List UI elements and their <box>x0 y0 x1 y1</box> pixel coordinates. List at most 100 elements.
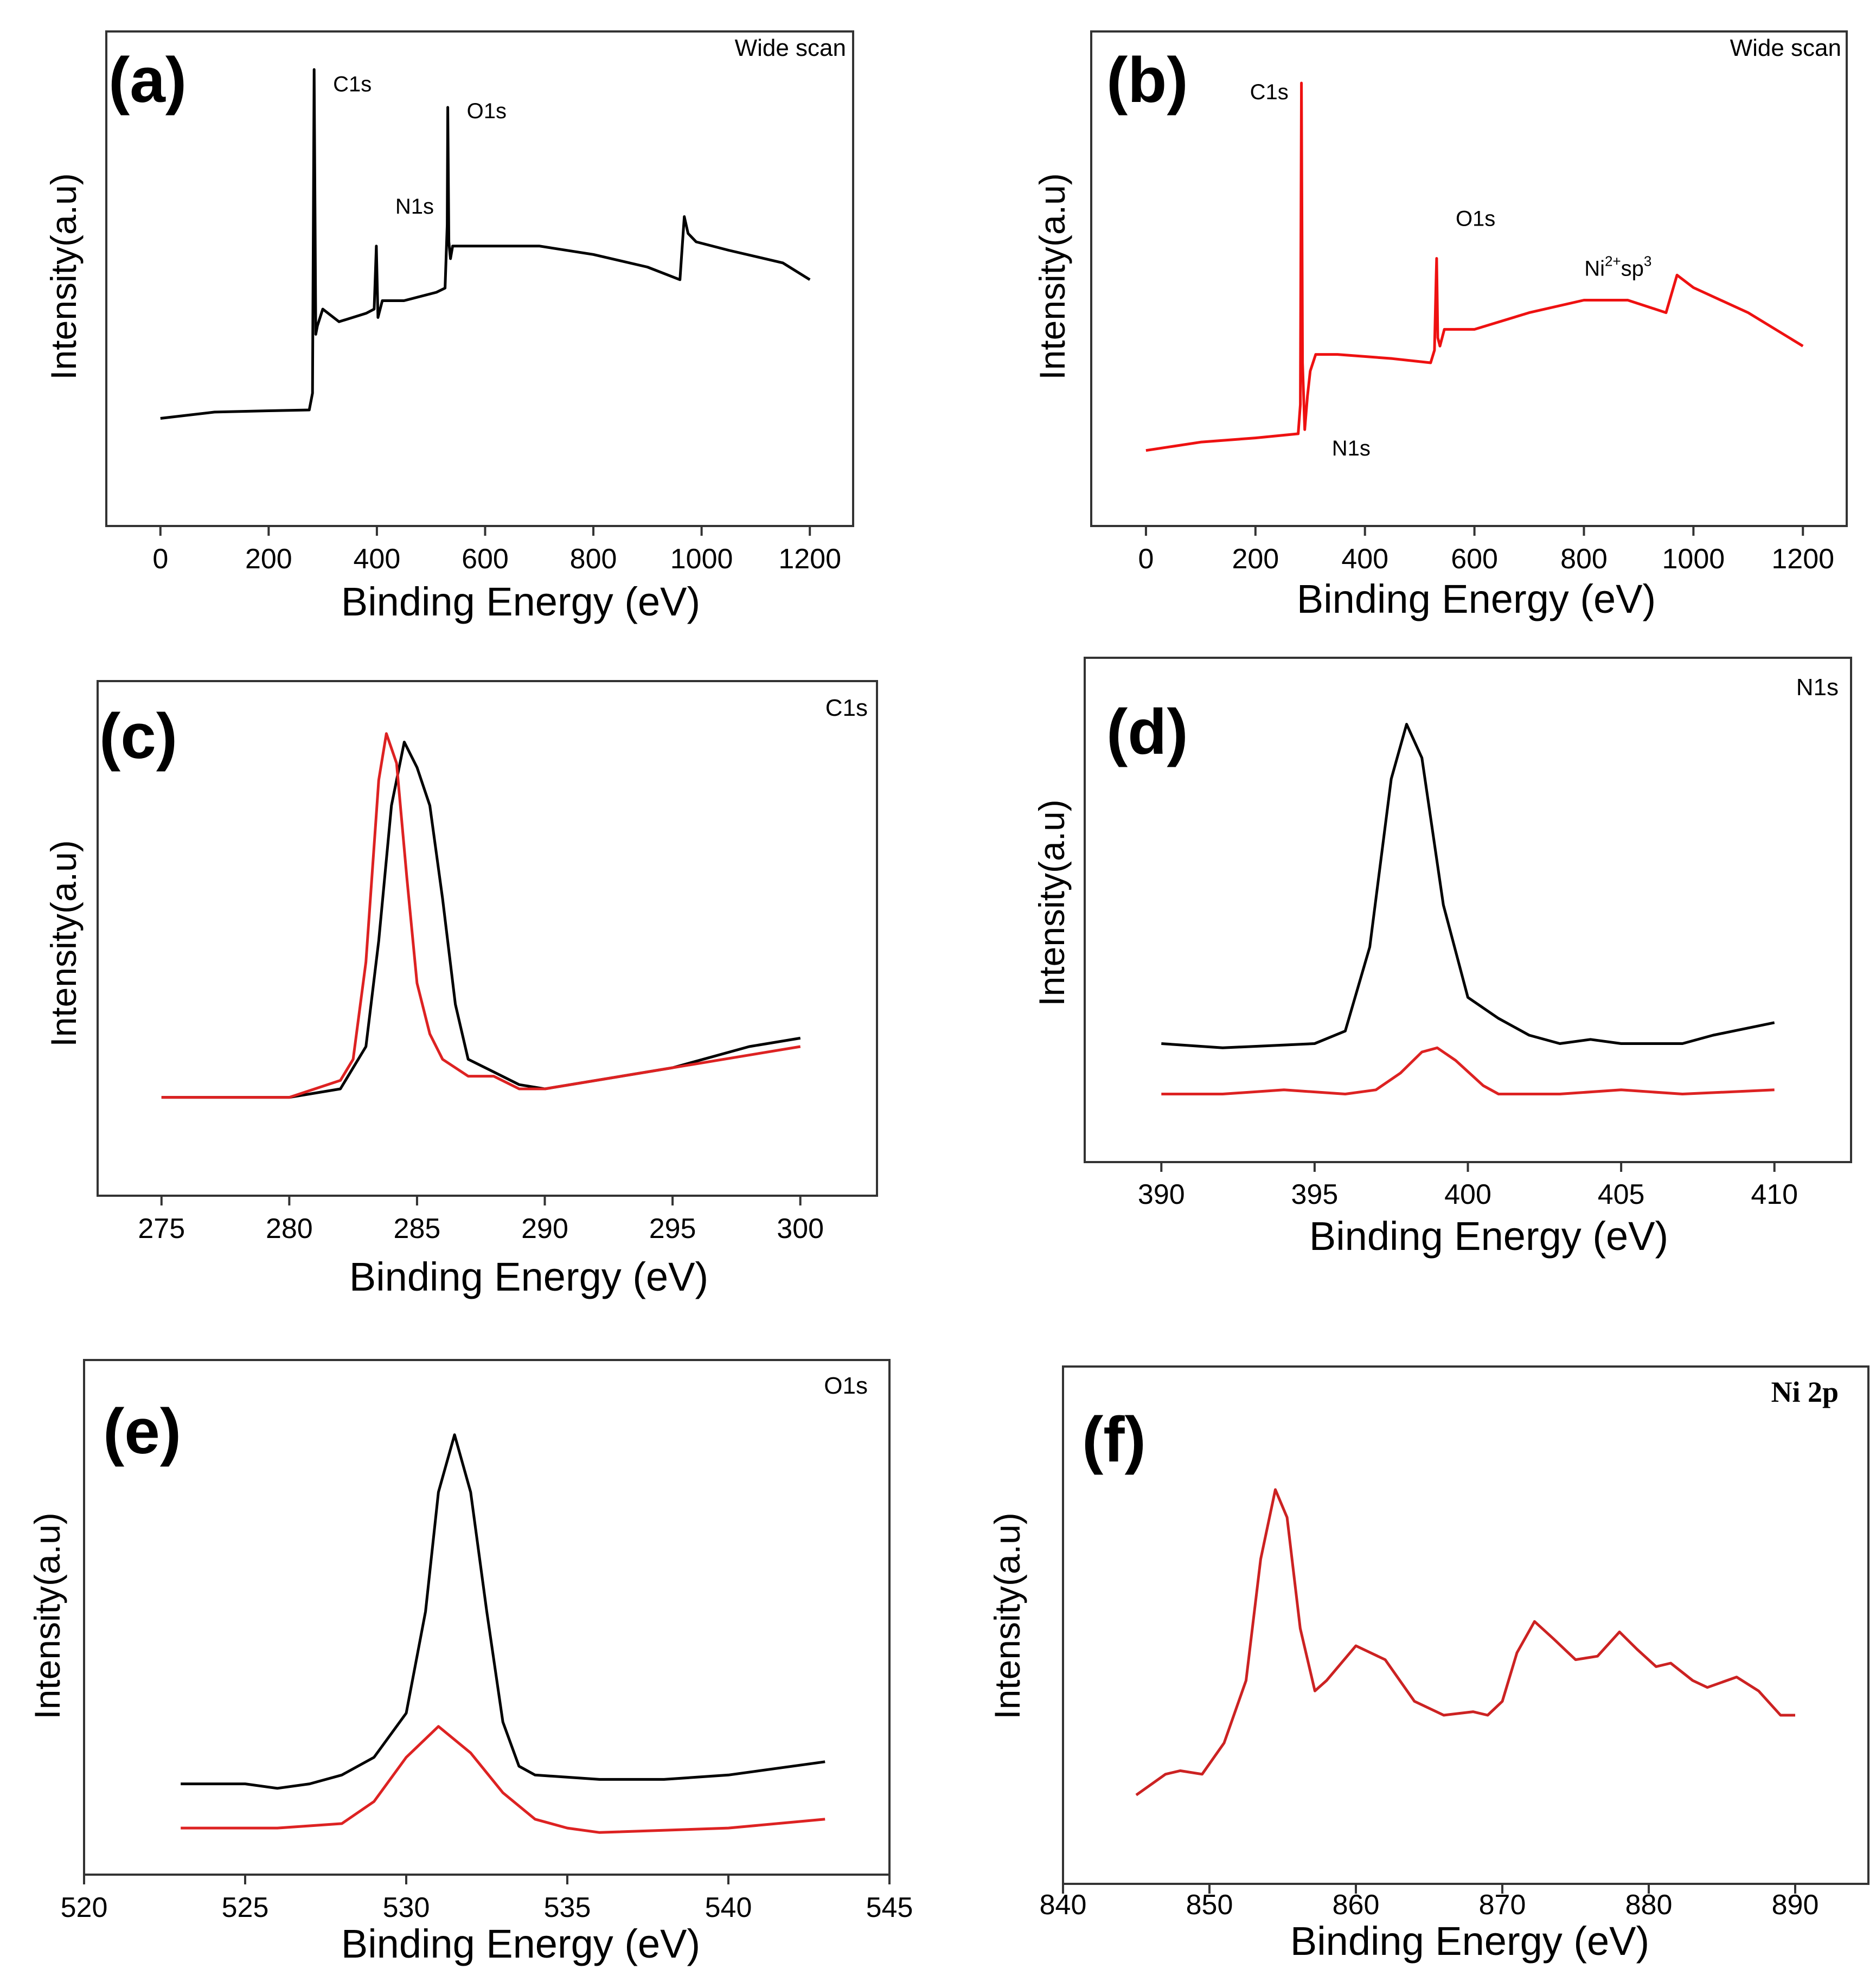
x-ticks: 840 850 860 870 880 890 <box>1040 1884 1819 1921</box>
x-tick-label: 200 <box>1232 543 1279 575</box>
x-tick-label: 520 <box>61 1892 108 1923</box>
y-axis-label: Intensity(a.u) <box>1032 173 1072 380</box>
peak-label: N1s <box>395 195 434 219</box>
x-tick-label: 530 <box>383 1892 430 1923</box>
x-tick-label: 0 <box>1138 543 1154 575</box>
x-tick-label: 880 <box>1625 1889 1673 1921</box>
chart-title: Ni 2p <box>1771 1376 1839 1408</box>
x-ticks: 390 395 400 405 410 <box>1138 1162 1798 1210</box>
peak-annotations: C1s N1s O1s <box>333 72 507 219</box>
panel-b-wide-scan: 0 200 400 600 800 1000 1200 C1s N1s O1s Ni2+sp3 (… <box>1032 30 1848 621</box>
panel-f-ni2p: 840 850 860 870 880 890 (f) Ni 2p Binding Ene… <box>987 1365 1869 1964</box>
series-line-sample <box>160 68 811 420</box>
x-ticks: 0 200 400 600 800 1000 1200 <box>1138 526 1834 575</box>
x-tick-label: 1000 <box>670 543 733 575</box>
series-line-red <box>181 1725 825 1834</box>
plot-frame <box>105 30 854 527</box>
series-layer <box>1145 81 1804 452</box>
x-tick-label: 535 <box>544 1892 591 1923</box>
x-tick-label: 860 <box>1333 1889 1380 1921</box>
plot-frame <box>83 1359 891 1876</box>
series-line-black <box>181 1433 825 1790</box>
x-tick-label: 400 <box>1444 1179 1491 1210</box>
x-tick-label: 850 <box>1186 1889 1233 1921</box>
panel-e-o1s: 520 525 530 535 540 545 (e) O1s Binding Energ… <box>27 1359 913 1966</box>
x-tick-label: 300 <box>777 1213 824 1245</box>
x-axis-label: Binding Energy (eV) <box>349 1254 708 1299</box>
panel-label: (d) <box>1106 696 1188 768</box>
x-axis-label: Binding Energy (eV) <box>1309 1214 1668 1259</box>
series-layer <box>160 68 811 420</box>
y-axis-label: Intensity(a.u) <box>987 1512 1027 1720</box>
plot-frame <box>1062 1365 1869 1885</box>
panel-label: (e) <box>103 1396 181 1467</box>
panel-d-n1s: 390 395 400 405 410 (d) N1s Binding Energy (… <box>1032 657 1852 1259</box>
x-ticks: 275 280 285 290 295 300 <box>138 1196 824 1245</box>
x-tick-label: 1000 <box>1662 543 1725 575</box>
x-tick-label: 395 <box>1291 1179 1339 1210</box>
peak-label: C1s <box>1250 80 1289 104</box>
series-layer <box>1161 723 1775 1095</box>
y-axis-label: Intensity(a.u) <box>1032 799 1072 1006</box>
peak-label: O1s <box>1456 207 1495 231</box>
chart-title: N1s <box>1796 674 1839 701</box>
x-axis-label: Binding Energy (eV) <box>341 1921 700 1966</box>
x-tick-label: 410 <box>1751 1179 1798 1210</box>
series-line-red <box>1161 1046 1775 1095</box>
x-tick-label: 870 <box>1479 1889 1526 1921</box>
peak-annotations: C1s N1s O1s Ni2+sp3 <box>1250 80 1652 460</box>
x-tick-label: 525 <box>222 1892 269 1923</box>
peak-label: Ni2+sp3 <box>1584 253 1651 281</box>
chart-title: Wide scan <box>735 35 846 61</box>
series-line-black <box>1161 723 1775 1049</box>
x-tick-label: 840 <box>1040 1889 1087 1921</box>
x-tick-label: 400 <box>354 543 401 575</box>
chart-title: C1s <box>825 695 868 721</box>
x-tick-label: 285 <box>394 1213 441 1245</box>
x-axis-label: Binding Energy (eV) <box>1290 1919 1649 1964</box>
x-axis-label: Binding Energy (eV) <box>1297 576 1656 621</box>
x-tick-label: 800 <box>1560 543 1608 575</box>
series-line-ni-composite <box>1145 81 1804 452</box>
x-tick-label: 1200 <box>778 543 841 575</box>
x-axis-label: Binding Energy (eV) <box>341 579 700 624</box>
series-layer <box>1135 1488 1795 1797</box>
y-axis-label: Intensity(a.u) <box>27 1512 67 1720</box>
series-line-ni-2p <box>1135 1488 1795 1797</box>
x-tick-label: 405 <box>1598 1179 1645 1210</box>
y-axis-label: Intensity(a.u) <box>43 840 84 1047</box>
panel-c-c1s: 275 280 285 290 295 300 (c) C1s Binding Energ… <box>43 680 878 1299</box>
x-tick-label: 545 <box>866 1892 913 1923</box>
series-line-red <box>161 732 801 1099</box>
x-tick-label: 0 <box>152 543 168 575</box>
y-axis-label: Intensity(a.u) <box>43 173 84 380</box>
chart-title: O1s <box>824 1372 868 1399</box>
x-tick-label: 1200 <box>1771 543 1834 575</box>
peak-label: C1s <box>333 72 372 96</box>
x-tick-label: 295 <box>649 1213 696 1245</box>
panel-label: (c) <box>99 701 177 772</box>
x-tick-label: 600 <box>1451 543 1498 575</box>
x-tick-label: 540 <box>705 1892 752 1923</box>
x-tick-label: 280 <box>266 1213 313 1245</box>
panel-label: (a) <box>108 44 187 116</box>
x-tick-label: 390 <box>1138 1179 1185 1210</box>
x-tick-label: 800 <box>570 543 617 575</box>
panel-a-wide-scan: 0 200 400 600 800 1000 1200 C1s N1s O1s (a) Wide… <box>43 30 854 624</box>
x-tick-label: 400 <box>1341 543 1388 575</box>
series-layer <box>181 1433 825 1834</box>
series-layer <box>161 732 801 1099</box>
panel-label: (b) <box>1106 44 1188 116</box>
x-ticks: 520 525 530 535 540 545 <box>61 1875 913 1923</box>
peak-label: O1s <box>467 99 507 123</box>
plot-frame <box>97 680 878 1197</box>
panel-label: (f) <box>1082 1404 1146 1476</box>
peak-label: N1s <box>1332 437 1371 460</box>
x-tick-label: 275 <box>138 1213 185 1245</box>
plot-frame <box>1090 30 1848 527</box>
x-tick-label: 600 <box>462 543 509 575</box>
x-tick-label: 290 <box>521 1213 568 1245</box>
chart-title: Wide scan <box>1730 35 1841 61</box>
x-tick-label: 890 <box>1772 1889 1819 1921</box>
